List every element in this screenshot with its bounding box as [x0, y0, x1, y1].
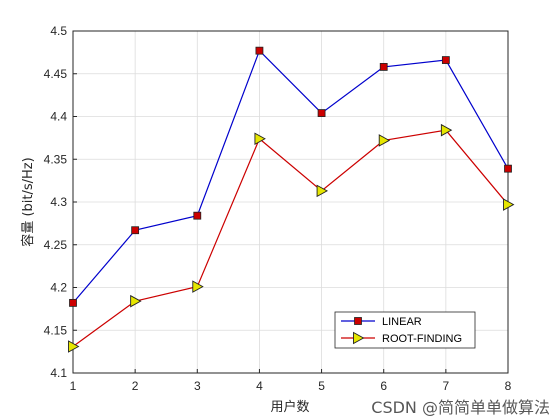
legend-label: LINEAR	[382, 316, 422, 328]
y-tick-label: 4.4	[50, 110, 67, 124]
data-point	[131, 226, 140, 235]
x-tick-label: 2	[132, 379, 139, 393]
data-point	[255, 46, 264, 55]
data-point	[440, 123, 453, 137]
y-axis: 4.1 4.15 4.2 4.25 4.3 4.35 4.4 4.45 4.5	[44, 24, 77, 380]
y-tick-label: 4.25	[44, 238, 68, 252]
data-point	[503, 198, 515, 211]
data-point	[69, 298, 77, 307]
data-point	[441, 56, 450, 64]
y-tick-label: 4.1	[50, 366, 67, 380]
data-point	[130, 294, 142, 308]
series-root-finding	[68, 123, 515, 353]
series-line	[72, 49, 509, 304]
legend: LINEAR ROOT-FINDING	[334, 311, 476, 349]
data-point	[316, 184, 329, 198]
watermark: CSDN @简简单单做算法	[371, 398, 550, 417]
legend-marker	[353, 331, 365, 345]
x-axis-label: 用户数	[270, 399, 309, 415]
y-tick-label: 4.15	[44, 323, 68, 337]
y-tick-label: 4.2	[50, 281, 67, 295]
data-point	[379, 63, 388, 71]
x-tick-label: 6	[380, 379, 387, 393]
x-tick-label: 5	[318, 379, 325, 393]
legend-marker	[354, 317, 362, 325]
data-point	[317, 109, 326, 117]
x-axis: 1 2 3 4 5 6 7 8	[70, 369, 512, 393]
series-linear	[69, 46, 512, 307]
x-tick-label: 7	[443, 379, 450, 393]
y-axis-label: 容量 (bit/s/Hz)	[20, 157, 36, 246]
data-point	[378, 134, 391, 147]
x-tick-label: 4	[256, 379, 263, 393]
series-line	[72, 129, 509, 347]
legend-label: ROOT-FINDING	[382, 333, 462, 345]
x-tick-label: 3	[194, 379, 201, 393]
data-point	[193, 211, 202, 220]
series-layer	[68, 46, 515, 353]
data-point	[254, 132, 266, 145]
x-tick-label: 8	[505, 379, 512, 393]
legend-entry: LINEAR	[341, 316, 422, 328]
data-point	[68, 340, 80, 353]
y-tick-label: 4.5	[50, 24, 67, 38]
data-point	[504, 164, 512, 173]
y-tick-label: 4.3	[50, 195, 67, 209]
legend-entry: ROOT-FINDING	[341, 331, 462, 345]
data-point	[192, 280, 204, 293]
y-tick-label: 4.35	[44, 152, 68, 166]
y-tick-label: 4.45	[44, 67, 68, 81]
x-tick-label: 1	[70, 379, 77, 393]
